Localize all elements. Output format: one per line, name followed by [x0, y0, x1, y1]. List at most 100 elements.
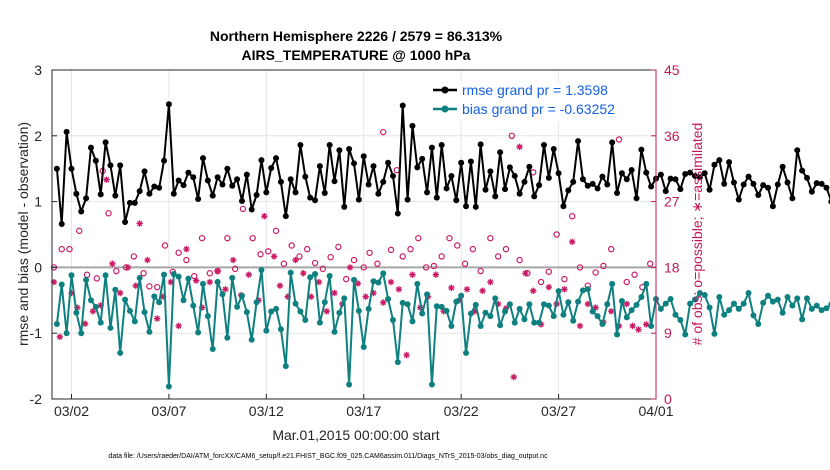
bias-marker [730, 300, 737, 307]
rmse-marker [672, 176, 679, 183]
bias-marker [555, 288, 562, 295]
legend-box [428, 82, 646, 122]
bias-marker [472, 301, 479, 308]
bias-marker [628, 307, 635, 314]
right-y-tick-label: 9 [664, 325, 672, 341]
assimilated-obs-marker [183, 245, 190, 253]
rmse-marker [808, 188, 815, 195]
rmse-marker [823, 184, 830, 191]
bias-marker [599, 320, 606, 327]
bias-marker [609, 280, 616, 287]
bias-marker [156, 299, 163, 306]
rmse-marker [472, 203, 479, 210]
rmse-marker [375, 190, 382, 197]
bias-marker [453, 298, 460, 305]
rmse-marker [156, 184, 163, 191]
rmse-marker [482, 186, 489, 193]
rmse-marker [589, 180, 596, 187]
possible-obs-marker [146, 283, 153, 290]
bias-marker [726, 307, 733, 314]
x-tick-label: 03/07 [151, 403, 186, 419]
assimilated-obs-marker [192, 277, 200, 284]
x-axis-label: Mar.01,2015 00:00:00 start [272, 427, 439, 443]
bias-marker [691, 296, 698, 303]
assimilated-obs-marker [463, 286, 471, 293]
assimilated-obs-marker [409, 271, 416, 278]
possible-obs-marker [231, 265, 239, 273]
legend: rmse grand pr = 1.3598 bias grand pr = -… [428, 82, 646, 122]
rmse-marker [458, 159, 465, 166]
assimilated-obs-marker [623, 300, 630, 308]
rmse-marker [584, 182, 591, 189]
bias-marker [326, 272, 333, 279]
axis-ticks: 03/02 03/07 03/12 03/17 03/22 03/27 04/01 -2 -1 0… [30, 62, 680, 419]
bias-marker [623, 314, 630, 321]
rmse-line [55, 103, 830, 225]
possible-obs-marker [477, 267, 484, 275]
rmse-marker [204, 177, 211, 184]
possible-obs-marker [198, 234, 206, 242]
bias-marker [287, 269, 294, 276]
assimilated-obs-marker [569, 238, 576, 246]
possible-obs-marker [446, 234, 453, 242]
rmse-marker [87, 144, 94, 151]
possible-obs-marker [415, 234, 422, 242]
bias-marker [521, 316, 528, 323]
assimilated-obs-marker [331, 289, 338, 297]
rmse-marker [214, 174, 221, 181]
assimilated-obs-marker [380, 299, 387, 306]
right-y-tick-label: 27 [664, 194, 680, 210]
assimilated-obs-marker [643, 321, 650, 328]
bias-marker [711, 330, 718, 337]
bias-marker [122, 296, 129, 303]
possible-obs-marker [304, 245, 311, 253]
rmse-marker [263, 189, 270, 196]
rmse-marker [604, 181, 611, 188]
rmse-marker [721, 180, 728, 187]
bias-marker [789, 302, 796, 309]
bias-marker [248, 336, 255, 343]
footer-data-file: data file: /Users/raeder/DAI/ATM_forcXX/… [108, 453, 548, 460]
possible-obs-marker [105, 210, 112, 217]
rmse-marker [760, 182, 767, 189]
assimilated-obs-marker [487, 278, 494, 286]
chart-subtitle: AIRS_TEMPERATURE @ 1000 hPa [242, 47, 471, 63]
rmse-marker [336, 147, 343, 154]
bias-marker [682, 331, 689, 338]
right-y-tick-label: 18 [664, 259, 680, 275]
bias-marker [341, 295, 348, 302]
rmse-marker [438, 142, 445, 149]
rmse-marker [477, 141, 484, 148]
rmse-marker [238, 197, 245, 204]
possible-obs-marker [374, 260, 381, 267]
assimilated-obs-marker [284, 293, 291, 300]
bias-marker [575, 298, 582, 305]
rmse-marker [331, 178, 338, 185]
bias-marker [672, 311, 679, 318]
bias-marker [312, 270, 319, 277]
bias-marker [238, 292, 245, 299]
assimilated-obs-marker [576, 322, 584, 330]
bias-marker [745, 290, 752, 297]
bias-marker [716, 294, 723, 301]
assimilated-obs-marker [370, 289, 377, 297]
bias-marker [73, 309, 80, 316]
bias-marker [229, 274, 236, 281]
bias-marker [131, 318, 138, 325]
bias-marker [351, 276, 357, 283]
bias-marker [273, 305, 280, 312]
rmse-marker [540, 142, 547, 149]
rmse-marker [107, 162, 114, 169]
rmse-marker [307, 194, 314, 201]
assimilated-obs-marker [270, 253, 278, 260]
assimilated-obs-marker [300, 270, 307, 277]
bias-marker [83, 276, 90, 283]
bias-marker [526, 301, 533, 308]
possible-obs-marker [343, 275, 350, 283]
rmse-marker [302, 173, 309, 180]
bias-marker [346, 381, 353, 388]
possible-obs-marker [288, 242, 295, 249]
possible-obs-marker [553, 231, 560, 238]
assimilated-obs-marker [245, 271, 252, 278]
bias-marker [68, 272, 75, 279]
